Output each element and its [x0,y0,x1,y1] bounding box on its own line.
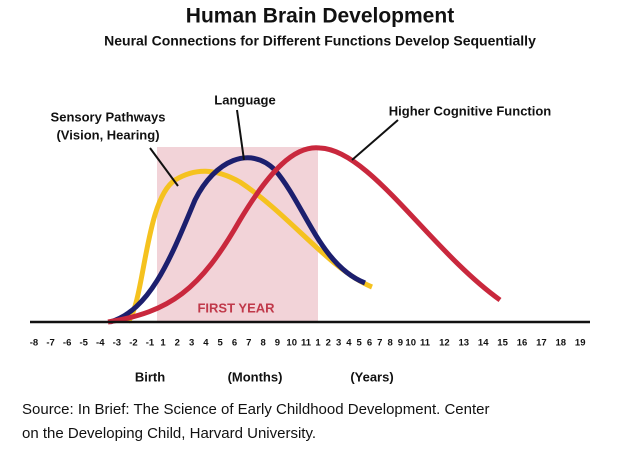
x-tick-label: -5 [79,338,88,349]
x-tick-label: 18 [556,338,567,349]
x-tick-label: -8 [30,338,38,349]
x-tick-label: 2 [326,338,331,349]
years-label: (Years) [350,369,393,384]
birth-label: Birth [135,369,165,384]
x-tick-label: 10 [286,338,297,349]
x-tick-label: 4 [346,338,352,349]
x-tick-label: 15 [497,338,508,349]
x-tick-label: -3 [113,338,121,349]
sensory-curve [125,168,373,324]
x-tick-label: 1 [160,338,166,349]
x-tick-label: 6 [232,338,237,349]
x-tick-label: 13 [459,338,470,349]
x-tick-label: 14 [478,338,489,349]
title: Human Brain Development [186,5,454,28]
sensory-label: Sensory Pathways [51,109,166,124]
x-tick-label: 19 [575,338,586,349]
x-tick-label: 7 [246,338,251,349]
x-tick-label: 3 [336,338,341,349]
x-tick-label: 16 [517,338,528,349]
sensory-sub-label: (Vision, Hearing) [56,127,159,142]
cognitive-curve [107,145,502,325]
x-tick-label: 17 [536,338,547,349]
x-tick-label: 8 [387,338,392,349]
x-tick-label: 1 [315,338,321,349]
pointer [149,147,179,187]
x-tick-label: -2 [129,338,137,349]
language-curve [109,155,366,325]
x-tick-label: -1 [146,338,155,349]
x-tick-label: 9 [275,338,280,349]
pointer [351,119,399,161]
x-tick-label: 4 [203,338,209,349]
language-label: Language [214,92,275,107]
pointer [236,109,245,161]
x-tick-label: 10 [405,338,416,349]
x-tick-label: 9 [398,338,403,349]
x-tick-label: -7 [46,338,54,349]
x-tick-label: 3 [189,338,194,349]
x-tick-label: 11 [301,338,312,349]
x-tick-label: -4 [96,338,105,349]
subtitle: Neural Connections for Different Functio… [104,33,536,49]
months-label: (Months) [228,369,283,384]
x-tick-label: 8 [260,338,265,349]
x-tick-label: 7 [377,338,382,349]
x-tick-label: 12 [439,338,450,349]
x-tick-label: 5 [357,338,363,349]
source-line: on the Developing Child, Harvard Univers… [22,425,316,442]
x-tick-label: 6 [367,338,372,349]
x-tick-label: 2 [175,338,180,349]
x-tick-label: 11 [420,338,431,349]
cognitive-label: Higher Cognitive Function [389,103,552,118]
x-tick-label: -6 [63,338,71,349]
source-line: Source: In Brief: The Science of Early C… [22,401,489,418]
x-tick-label: 5 [218,338,224,349]
first-year-label: FIRST YEAR [197,300,275,315]
